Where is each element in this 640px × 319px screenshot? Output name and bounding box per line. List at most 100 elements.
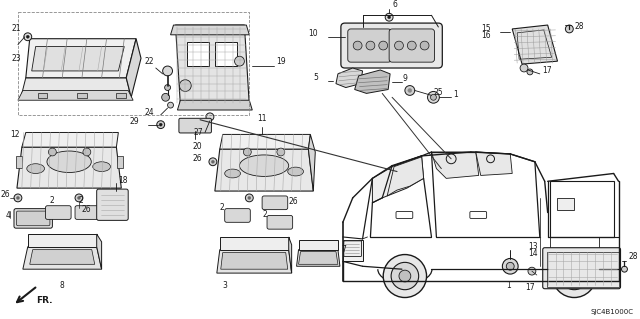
Circle shape: [527, 69, 533, 75]
Circle shape: [565, 25, 573, 33]
Bar: [215, 42, 237, 66]
Circle shape: [388, 16, 390, 19]
Polygon shape: [17, 147, 122, 188]
Polygon shape: [298, 240, 338, 250]
Text: 1: 1: [453, 90, 458, 99]
Polygon shape: [126, 39, 141, 97]
Bar: [550, 181, 614, 237]
Polygon shape: [220, 237, 289, 250]
Text: 6: 6: [392, 0, 397, 10]
Polygon shape: [476, 152, 512, 175]
Text: FR.: FR.: [36, 296, 52, 305]
Text: 12: 12: [10, 130, 20, 139]
Circle shape: [391, 262, 419, 290]
FancyBboxPatch shape: [348, 29, 391, 62]
Text: 16: 16: [481, 31, 490, 40]
Circle shape: [520, 64, 528, 72]
Ellipse shape: [288, 167, 303, 176]
FancyBboxPatch shape: [389, 29, 435, 62]
Ellipse shape: [225, 169, 241, 178]
Polygon shape: [355, 70, 390, 93]
Text: 17: 17: [541, 66, 552, 75]
Circle shape: [234, 56, 244, 66]
Polygon shape: [217, 250, 292, 273]
FancyBboxPatch shape: [75, 206, 100, 219]
Polygon shape: [296, 250, 340, 266]
Text: 26: 26: [82, 205, 92, 214]
Circle shape: [420, 41, 429, 50]
Circle shape: [243, 148, 252, 156]
Circle shape: [159, 123, 162, 126]
Polygon shape: [372, 156, 424, 203]
FancyBboxPatch shape: [17, 211, 50, 226]
Polygon shape: [221, 253, 288, 269]
Circle shape: [379, 41, 388, 50]
FancyBboxPatch shape: [543, 248, 621, 289]
Circle shape: [528, 267, 536, 275]
Circle shape: [502, 258, 518, 274]
Polygon shape: [220, 134, 310, 149]
Circle shape: [83, 148, 91, 156]
Text: 14: 14: [528, 249, 538, 258]
Text: 2: 2: [49, 196, 54, 205]
Polygon shape: [21, 78, 131, 97]
Text: 13: 13: [528, 242, 538, 251]
Circle shape: [179, 80, 191, 92]
Text: 21: 21: [11, 25, 20, 33]
FancyBboxPatch shape: [179, 118, 211, 133]
Circle shape: [405, 85, 415, 95]
Polygon shape: [22, 132, 118, 147]
Bar: [188, 42, 209, 66]
Text: 28: 28: [574, 22, 584, 31]
Polygon shape: [298, 252, 338, 264]
Text: 25: 25: [433, 88, 443, 97]
Circle shape: [277, 148, 285, 156]
Bar: [38, 93, 47, 98]
Text: 22: 22: [144, 57, 154, 66]
Circle shape: [75, 194, 83, 202]
Circle shape: [561, 262, 588, 290]
Text: 26: 26: [193, 154, 202, 163]
Text: 8: 8: [60, 281, 65, 290]
Text: 9: 9: [403, 74, 408, 83]
Text: 3: 3: [223, 281, 228, 290]
Circle shape: [164, 85, 170, 91]
Polygon shape: [18, 91, 133, 100]
Polygon shape: [215, 149, 314, 191]
Circle shape: [17, 197, 19, 199]
Circle shape: [383, 255, 426, 298]
Text: 15: 15: [481, 25, 490, 33]
Circle shape: [385, 13, 393, 21]
Circle shape: [168, 102, 173, 108]
Text: 23: 23: [11, 54, 20, 63]
Circle shape: [394, 41, 403, 50]
FancyBboxPatch shape: [45, 206, 71, 219]
Circle shape: [428, 92, 439, 103]
Polygon shape: [23, 247, 102, 269]
Polygon shape: [97, 234, 102, 269]
Circle shape: [248, 197, 251, 199]
FancyBboxPatch shape: [97, 189, 128, 220]
Ellipse shape: [239, 155, 289, 176]
Circle shape: [366, 41, 375, 50]
Text: 4: 4: [5, 211, 10, 220]
Text: 2: 2: [262, 210, 267, 219]
Circle shape: [209, 158, 217, 166]
Text: 2: 2: [79, 196, 83, 205]
Text: 17: 17: [525, 283, 535, 292]
Polygon shape: [170, 25, 250, 35]
Text: 20: 20: [192, 142, 202, 151]
Polygon shape: [512, 25, 557, 64]
Circle shape: [206, 113, 214, 121]
FancyBboxPatch shape: [344, 241, 362, 256]
Circle shape: [163, 66, 173, 76]
Polygon shape: [26, 39, 136, 78]
Circle shape: [26, 35, 29, 38]
Text: 27: 27: [193, 128, 203, 137]
Text: 26: 26: [289, 197, 298, 206]
Circle shape: [24, 33, 32, 41]
FancyBboxPatch shape: [267, 215, 292, 229]
Circle shape: [568, 270, 580, 282]
Text: 2: 2: [220, 203, 225, 212]
Text: 18: 18: [118, 176, 128, 185]
